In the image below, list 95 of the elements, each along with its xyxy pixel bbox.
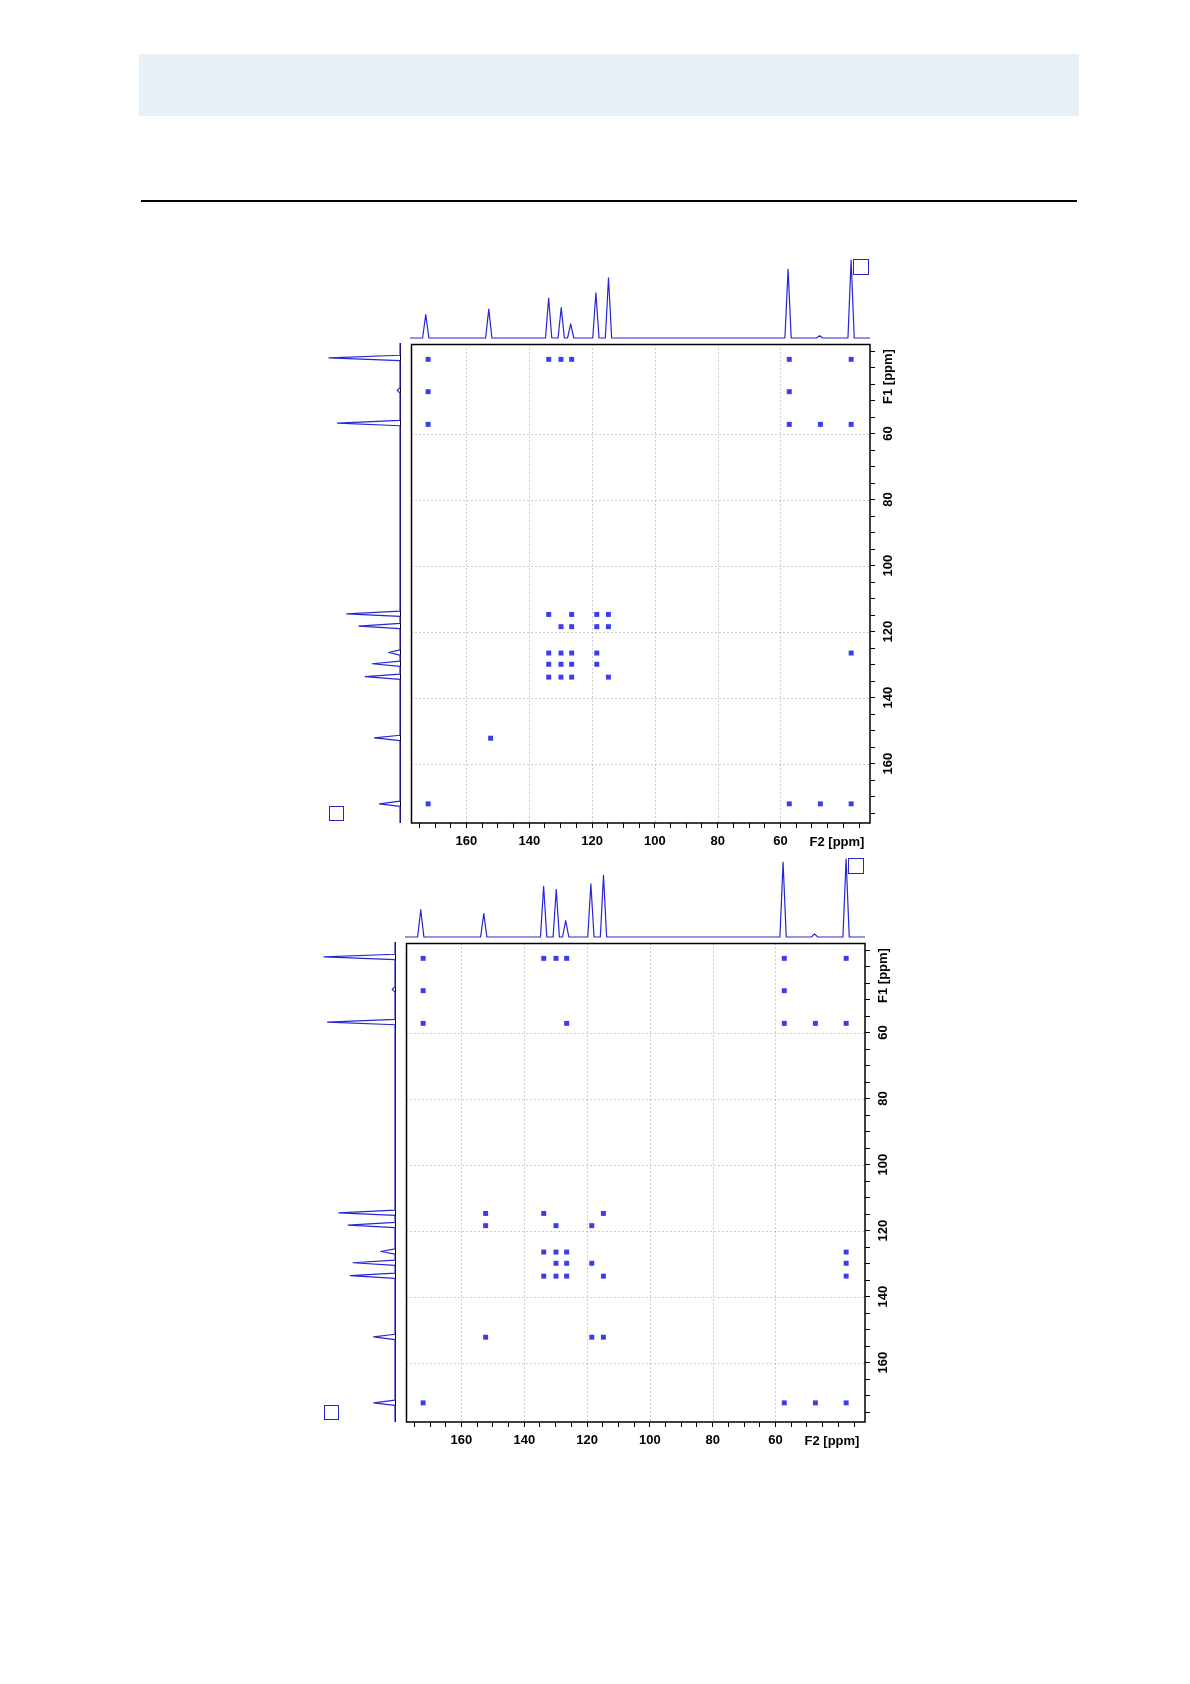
point — [843, 1249, 849, 1255]
point — [483, 1210, 489, 1216]
point — [420, 1400, 426, 1406]
x-axis-title: F2 [ppm] — [809, 833, 865, 849]
x-tick-label: 140 — [513, 1432, 536, 1448]
point — [425, 421, 431, 427]
x-tick-label: 140 — [518, 833, 541, 849]
point — [564, 1249, 570, 1255]
point — [600, 1334, 606, 1340]
point — [589, 1334, 595, 1340]
point — [605, 624, 611, 630]
point — [843, 1400, 849, 1406]
x-tick-label: 80 — [705, 1432, 720, 1448]
x-tick-label: 120 — [576, 1432, 598, 1448]
y-tick-label: 80 — [879, 492, 895, 507]
y-tick-label: 140 — [874, 1285, 890, 1308]
point — [564, 1020, 570, 1026]
point — [541, 1210, 547, 1216]
point — [483, 1223, 489, 1229]
point — [546, 674, 552, 680]
point — [425, 389, 431, 395]
point — [541, 1249, 547, 1255]
y-tick-label: 100 — [879, 554, 895, 577]
x-tick-label: 100 — [639, 1432, 661, 1448]
y-tick-label: 140 — [879, 686, 895, 709]
point — [488, 735, 494, 741]
point — [425, 801, 431, 807]
point — [781, 1020, 787, 1026]
point — [594, 624, 600, 630]
point — [546, 611, 552, 617]
point — [781, 988, 787, 994]
point — [605, 611, 611, 617]
x-tick-label: 100 — [644, 833, 666, 849]
point — [546, 661, 552, 667]
point — [781, 955, 787, 961]
point — [594, 611, 600, 617]
x-axis-title: F2 [ppm] — [804, 1432, 860, 1448]
point — [843, 1020, 849, 1026]
point — [589, 1260, 595, 1266]
point — [812, 1020, 818, 1026]
x-tick-label: 160 — [455, 833, 478, 849]
point — [564, 955, 570, 961]
point — [781, 1400, 787, 1406]
point — [546, 356, 552, 362]
x-tick-label: 80 — [710, 833, 725, 849]
point — [569, 611, 575, 617]
y-axis-title: F1 [ppm] — [879, 349, 895, 404]
point — [546, 650, 552, 656]
point — [786, 356, 792, 362]
point — [420, 1020, 426, 1026]
point — [569, 650, 575, 656]
point — [420, 955, 426, 961]
y-tick-label: 100 — [874, 1153, 890, 1176]
point — [569, 674, 575, 680]
point — [569, 661, 575, 667]
point — [843, 1260, 849, 1266]
point — [600, 1273, 606, 1279]
point — [564, 1260, 570, 1266]
x-tick-label: 60 — [773, 833, 788, 849]
point — [569, 356, 575, 362]
y-tick-label: 60 — [874, 1025, 890, 1040]
point — [848, 650, 854, 656]
point — [817, 421, 823, 427]
y-tick-label: 160 — [874, 1351, 890, 1374]
point — [594, 650, 600, 656]
point — [541, 955, 547, 961]
point — [425, 356, 431, 362]
point — [843, 955, 849, 961]
point — [848, 421, 854, 427]
point — [817, 801, 823, 807]
point — [569, 624, 575, 630]
y-tick-label: 80 — [874, 1091, 890, 1106]
point — [848, 801, 854, 807]
point — [786, 421, 792, 427]
point — [812, 1400, 818, 1406]
y-tick-label: 120 — [874, 1219, 890, 1242]
point — [848, 356, 854, 362]
point — [420, 988, 426, 994]
point — [564, 1273, 570, 1279]
y-tick-label: 120 — [879, 620, 895, 643]
point — [541, 1273, 547, 1279]
point — [786, 801, 792, 807]
point — [589, 1223, 595, 1229]
point — [605, 674, 611, 680]
point — [483, 1334, 489, 1340]
y-tick-label: 160 — [879, 752, 895, 775]
y-axis-title: F1 [ppm] — [874, 948, 890, 1003]
x-tick-label: 120 — [581, 833, 603, 849]
point — [600, 1210, 606, 1216]
x-tick-label: 160 — [450, 1432, 473, 1448]
point — [843, 1273, 849, 1279]
x-tick-label: 60 — [768, 1432, 783, 1448]
point — [594, 661, 600, 667]
y-tick-label: 60 — [879, 426, 895, 441]
point — [786, 389, 792, 395]
